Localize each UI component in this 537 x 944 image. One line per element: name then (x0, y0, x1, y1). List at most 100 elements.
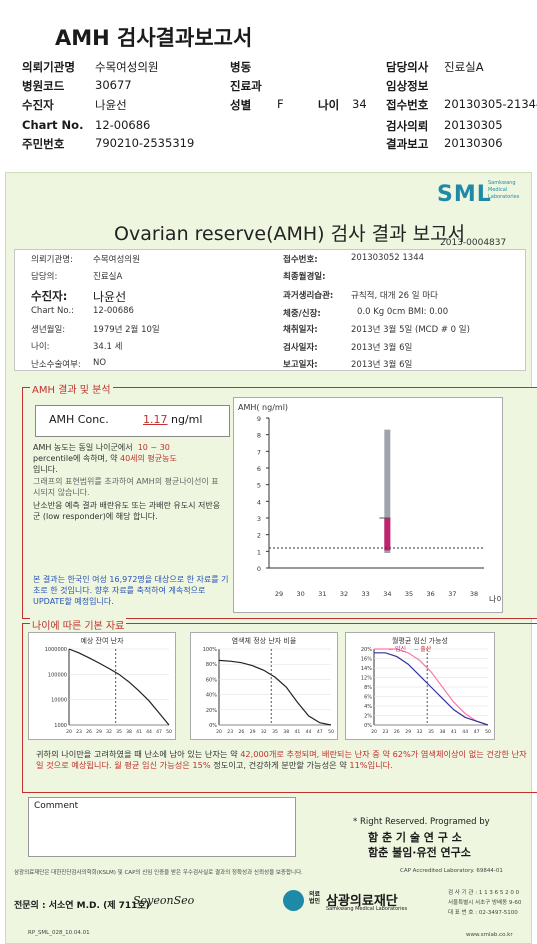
header-field-value: 34 (352, 97, 367, 111)
x-tick-label: 38 (283, 729, 289, 735)
sml-logo-subtitle: Samkwang Medical Laboratories (488, 180, 520, 200)
x-tick-label: 30 (297, 590, 305, 598)
website: www.smlab.co.kr (466, 932, 513, 938)
amh-value-bar (384, 518, 391, 551)
y-tick-label: 0% (209, 723, 217, 729)
normal-chromosome-chart: 염색체 정상 난자 비율 20 23 26 29 32 35 38 41 44 47 50 100% 80… (190, 632, 338, 740)
recv-value: 201303052 1344 (351, 253, 425, 263)
x-tick-label: 35 (272, 729, 278, 735)
x-tick-label: 29 (275, 590, 283, 598)
header-field-value: 20130305 (444, 118, 503, 132)
y-tick-label: 6 (257, 465, 261, 473)
foundation-logo-icon (283, 890, 304, 911)
y-tick-label: 4% (364, 704, 372, 710)
x-tick-label: 44 (306, 729, 312, 735)
cap-note: CAP Accredited Laboratory. 69844-01 (400, 868, 503, 874)
x-tick-label: 36 (427, 590, 435, 598)
certification-note: 삼광의료재단은 대한진단검사의학회(KSLM) 및 CAP의 신임 인증을 받은… (14, 870, 303, 876)
x-tick-label: 26 (238, 729, 244, 735)
sml-logo: SML (437, 182, 492, 207)
x-tick-label: 26 (394, 729, 400, 735)
header-field-label: 진료과 (230, 79, 262, 93)
patient-value: 나윤선 (93, 290, 127, 304)
x-tick-label: 35 (116, 729, 122, 735)
chart-title: 월평균 임신 가능성 (392, 636, 448, 645)
y-tick-label: 0% (364, 723, 372, 729)
x-tick-label: 23 (382, 729, 388, 735)
y-tick-label: 9 (257, 415, 261, 423)
remaining-eggs-chart: 예상 잔여 난자 20 23 26 29 32 35 38 41 44 47 50 1000000 100… (28, 632, 176, 740)
header-field-label: 나이 (318, 98, 340, 112)
x-tick-label: 41 (294, 729, 300, 735)
pregnancy-chance-chart: 월평균 임신 가능성 20 23 26 29 32 35 38 41 44 47 50 20% 16% 14… (345, 632, 495, 740)
x-tick-label: 32 (340, 590, 348, 598)
x-tick-label: 35 (405, 590, 413, 598)
org-value: 수목여성의원 (93, 255, 140, 265)
org-label: 의뢰기관명: (31, 255, 73, 265)
contact-2: 서울특별시 서초구 방배동 9-60 (448, 900, 522, 906)
remaining-eggs-svg: 예상 잔여 난자 20 23 26 29 32 35 38 41 44 47 50 1000000 100… (45, 636, 172, 735)
y-tick-label: 1000000 (45, 647, 67, 653)
x-tick-label: 47 (156, 729, 162, 735)
age-label: 나이: (31, 342, 50, 352)
research-institute-1: 함 춘 기 술 연 구 소 (368, 831, 462, 844)
amh-conc-label: AMH Conc. (49, 413, 109, 426)
contact-3: 대 표 번 호 : 02-3497-5100 (448, 910, 518, 916)
header-field-value: 나윤선 (95, 98, 127, 112)
weight-value: 0.0 Kg 0cm BMI: 0.00 (357, 307, 449, 317)
amh-paragraph-3: 난소반응 예측 결과 배란유도 또는 과배란 유도시 저반응군 (low res… (33, 501, 221, 521)
header-field-label: 성별 (230, 98, 252, 112)
x-tick-label: 20 (66, 729, 72, 735)
contact-1: 검 사 기 관 : 1 1 3 6 5 2 0 0 (448, 890, 520, 896)
y-tick-label: 1 (257, 548, 261, 556)
header-field-value: 790210-2535319 (95, 136, 195, 150)
y-tick-label: 100% (203, 647, 218, 653)
x-tick-label: 47 (317, 729, 323, 735)
age-section-label: 나이에 따른 기본 자료 (30, 617, 127, 632)
foundation-english: Samkwang Medical Laboratories (326, 906, 408, 912)
series-line (374, 652, 489, 726)
collect-value: 2013년 3월 5일 (MCD # 0 일) (351, 325, 470, 335)
age-value: 34.1 세 (93, 342, 123, 352)
test-label: 검사일자: (283, 343, 318, 353)
header-field-value: 30677 (95, 78, 132, 92)
header-field-label: Chart No. (22, 118, 84, 132)
page-title: AMH 검사결과보고서 (55, 26, 253, 50)
x-tick-label: 50 (166, 729, 172, 735)
y-tick-label: 12% (361, 676, 372, 682)
y-tick-label: 3 (257, 515, 261, 523)
y-tick-label: 20% (206, 708, 217, 714)
x-tick-label: 37 (448, 590, 456, 598)
foundation-prefix: 의료법인 (309, 891, 321, 905)
x-tick-label: 47 (474, 729, 480, 735)
header-field-label: 접수번호 (386, 98, 429, 112)
x-tick-label: 38 (439, 729, 445, 735)
report-date-label: 보고일자: (283, 360, 318, 370)
x-tick-label: 29 (405, 729, 411, 735)
recv-label: 접수번호: (283, 255, 318, 265)
weight-label: 체중/신장: (283, 309, 321, 319)
y-tick-label: 10000 (51, 698, 67, 704)
x-tick-label: 23 (76, 729, 82, 735)
series-line (218, 659, 332, 726)
x-tick-label: 50 (485, 729, 491, 735)
header-field-label: 병원코드 (22, 79, 65, 93)
report-number: 2013-0004837 (440, 238, 507, 248)
x-tick-label: 33 (362, 590, 370, 598)
amh-paragraph-2: 그래프의 표현범위를 초과하여 AMH의 평균나이선이 표시되지 않습니다. (33, 477, 219, 497)
x-tick-label: 38 (126, 729, 132, 735)
amh-chart: AMH( ng/ml) 0 1 2 3 4 5 6 7 8 9 29 30 31 32 33 34 35 36 37 3… (233, 397, 504, 613)
x-tick-label: 32 (261, 729, 267, 735)
age-summary: 귀하의 나이만을 고려하였을 때 난소에 남아 있는 난자는 약 42,000개… (36, 749, 527, 770)
amh-conc-box (35, 405, 230, 437)
x-tick-label: 32 (417, 729, 423, 735)
amh-range-bar (384, 429, 391, 553)
comment-box (28, 797, 296, 857)
y-tick-label: 60% (206, 677, 217, 683)
history-label: 과거생리습관: (283, 291, 334, 301)
y-tick-label: 40% (206, 693, 217, 699)
x-tick-label: 41 (451, 729, 457, 735)
form-number: RP_SML_028_10.04.01 (28, 930, 90, 936)
x-tick-label: 20 (371, 729, 377, 735)
x-tick-label: 23 (227, 729, 233, 735)
